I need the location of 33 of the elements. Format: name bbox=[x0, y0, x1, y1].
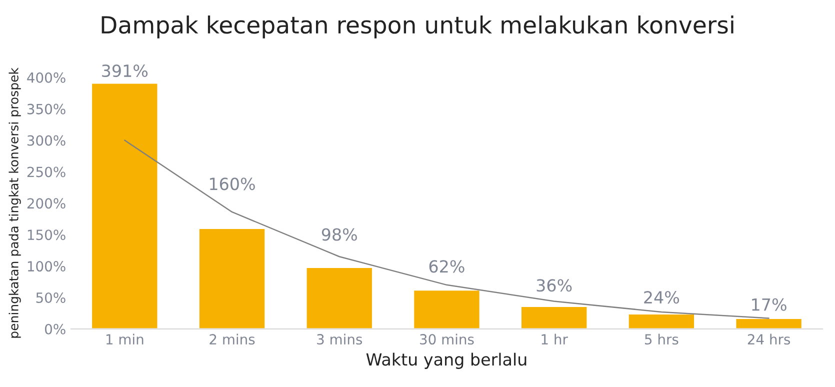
y-tick-label: 350% bbox=[27, 104, 66, 114]
y-tick-label: 400% bbox=[27, 72, 66, 83]
bar bbox=[198, 228, 266, 329]
y-tick-label: 50% bbox=[36, 292, 66, 303]
bar bbox=[520, 306, 588, 329]
x-axis-title: Waktu yang berlalu bbox=[366, 352, 526, 369]
data-label: 160% bbox=[210, 178, 255, 190]
x-tick-label: 5 hrs bbox=[645, 334, 678, 345]
bar bbox=[305, 266, 374, 329]
data-label: 17% bbox=[752, 298, 786, 311]
data-label: 98% bbox=[322, 228, 357, 241]
x-tick-label: 1 hr bbox=[542, 334, 568, 344]
bar bbox=[627, 313, 696, 329]
data-label: 24% bbox=[644, 291, 680, 304]
y-tick-label: 250% bbox=[27, 166, 66, 178]
y-tick-label: 200% bbox=[27, 198, 66, 209]
data-label: 36% bbox=[536, 279, 572, 292]
x-tick-label: 24 hrs bbox=[748, 334, 790, 345]
x-tick-label: 30 mins bbox=[420, 334, 474, 345]
x-tick-label: 2 mins bbox=[210, 334, 255, 345]
y-tick-label: 150% bbox=[28, 230, 66, 240]
y-tick-label: 100% bbox=[28, 261, 66, 272]
bar bbox=[90, 82, 159, 329]
bar bbox=[734, 318, 803, 329]
x-tick-label: 3 mins bbox=[317, 334, 362, 345]
bar bbox=[412, 289, 481, 329]
data-label: 391% bbox=[102, 64, 148, 78]
x-tick-label: 1 min bbox=[106, 334, 144, 344]
y-axis-title: peningkatan pada tingkat konversi prospek bbox=[8, 68, 21, 338]
y-tick-label: 0% bbox=[44, 324, 66, 334]
data-label: 62% bbox=[429, 260, 464, 273]
y-tick-label: 300% bbox=[27, 135, 66, 146]
chart-title: Dampak kecepatan respon untuk melakukan konversi bbox=[102, 15, 734, 38]
